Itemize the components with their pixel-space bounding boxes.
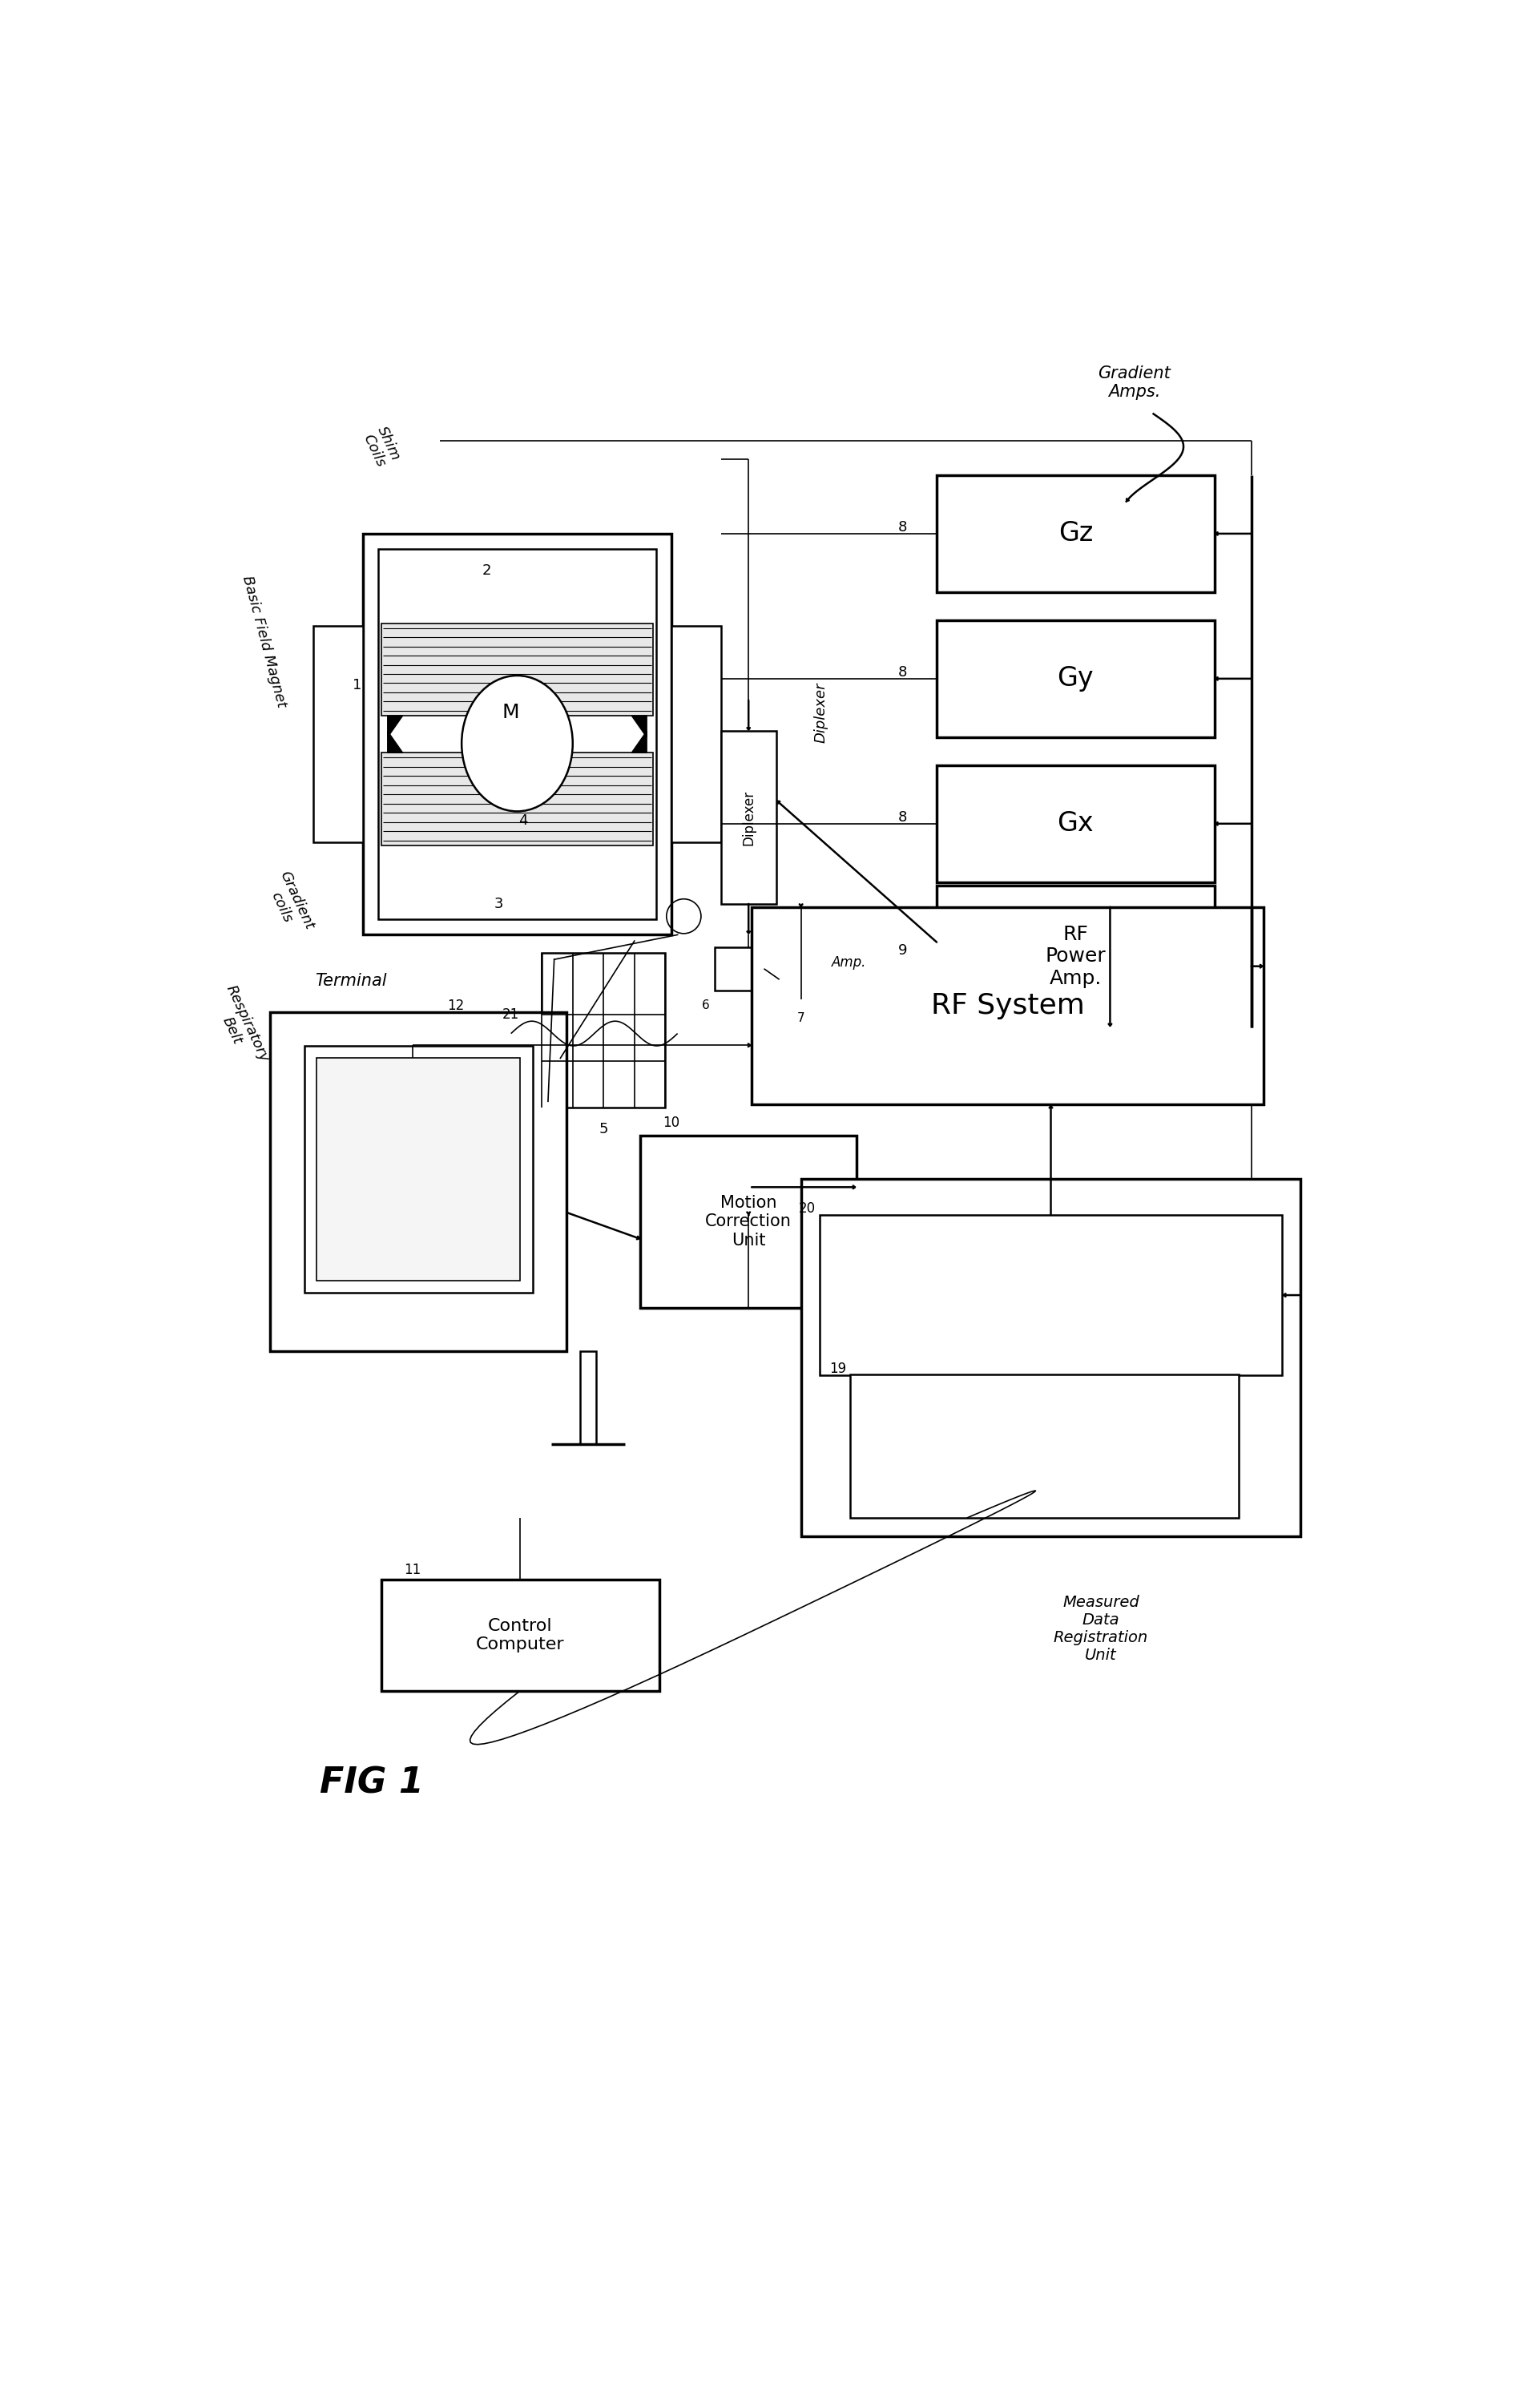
Text: 11: 11 [403, 1562, 420, 1576]
Bar [936, 766, 1215, 882]
Text: FIG 1: FIG 1 [320, 1765, 424, 1801]
Text: Measured
Data
Registration
Unit: Measured Data Registration Unit [1053, 1596, 1149, 1662]
Text: Gz: Gz [1058, 520, 1093, 546]
Text: Terminal: Terminal [314, 973, 387, 990]
Bar [801, 1178, 1301, 1536]
Text: Diplexer: Diplexer [813, 682, 827, 742]
Bar [936, 475, 1215, 591]
Text: 19: 19 [830, 1362, 847, 1376]
Bar [382, 754, 653, 844]
Text: Shim
Coils: Shim Coils [360, 425, 403, 470]
Bar [819, 1214, 1283, 1376]
Bar [305, 1047, 533, 1293]
Polygon shape [388, 716, 403, 737]
Text: 8: 8 [898, 520, 907, 534]
Polygon shape [631, 716, 647, 737]
Text: RF System: RF System [930, 992, 1084, 1018]
Bar [936, 620, 1215, 737]
Bar [752, 906, 1264, 1104]
Bar [542, 954, 665, 1107]
Text: Diplexer: Diplexer [741, 789, 756, 844]
Text: RF
Power
Amp.: RF Power Amp. [1046, 925, 1106, 987]
Bar [721, 732, 776, 904]
Polygon shape [388, 732, 403, 754]
Bar [317, 1059, 521, 1281]
Text: 8: 8 [898, 811, 907, 825]
Bar [936, 885, 1215, 1028]
Ellipse shape [462, 675, 573, 811]
Bar [671, 627, 721, 842]
Text: 7: 7 [798, 1011, 805, 1023]
Bar [314, 627, 363, 842]
Text: 4: 4 [519, 813, 528, 828]
Text: 2: 2 [482, 563, 491, 577]
Bar [379, 549, 656, 918]
Bar [850, 1374, 1240, 1517]
Polygon shape [631, 732, 647, 754]
Text: 20: 20 [799, 1202, 816, 1216]
Bar [641, 1135, 856, 1307]
Text: Gradient
Amps.: Gradient Amps. [1098, 365, 1170, 401]
Text: M: M [502, 704, 519, 723]
Bar [382, 1579, 659, 1691]
Text: 12: 12 [447, 999, 464, 1014]
Text: 1: 1 [353, 677, 362, 692]
Text: Amp.: Amp. [832, 956, 867, 971]
Text: 8: 8 [898, 665, 907, 680]
Text: Control
Computer: Control Computer [476, 1617, 565, 1653]
Text: 6: 6 [701, 999, 710, 1011]
Text: Gy: Gy [1058, 665, 1093, 692]
Text: 5: 5 [599, 1121, 608, 1135]
Bar [779, 959, 822, 999]
Text: 9: 9 [898, 942, 907, 956]
Bar [715, 947, 764, 990]
Text: Basic Field Magnet: Basic Field Magnet [240, 575, 288, 708]
Text: 3: 3 [494, 897, 504, 911]
Text: Gx: Gx [1058, 811, 1093, 837]
Bar [363, 534, 671, 935]
Text: Respiratory
Belt: Respiratory Belt [208, 983, 271, 1071]
Bar [581, 1352, 596, 1443]
Text: 21: 21 [502, 1009, 519, 1023]
Text: Gradient
coils: Gradient coils [262, 868, 316, 940]
Bar [271, 1011, 567, 1352]
Text: Motion
Correction
Unit: Motion Correction Unit [705, 1195, 792, 1247]
Bar [382, 622, 653, 716]
Text: 10: 10 [662, 1116, 679, 1130]
